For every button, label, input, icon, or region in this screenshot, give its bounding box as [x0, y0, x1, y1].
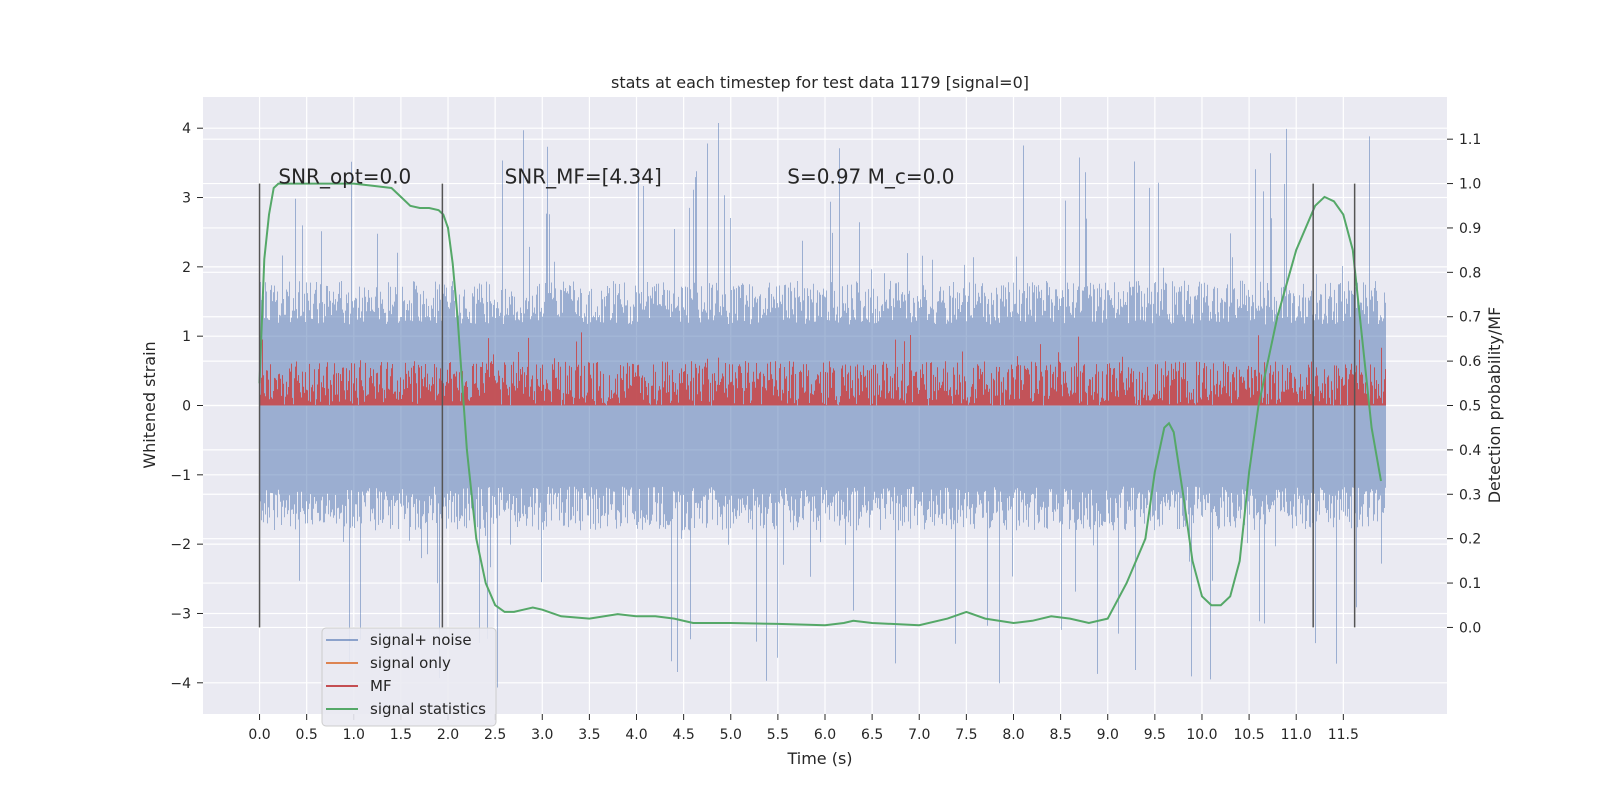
annotations: SNR_opt=0.0 SNR_MF=[4.34] S=0.97 M_c=0.0 — [278, 165, 954, 189]
y-tick-label-left: 0 — [182, 399, 191, 415]
x-tick-label: 8.5 — [1049, 727, 1071, 743]
y-tick-label-left: −1 — [170, 468, 191, 484]
y-tick-label-right: 0.5 — [1459, 399, 1481, 415]
y-tick-label-right: 1.1 — [1459, 132, 1481, 148]
x-tick-label: 11.5 — [1328, 727, 1359, 743]
series-line — [258, 182, 1382, 627]
x-tick-label: 0.0 — [248, 727, 270, 743]
legend-box — [321, 627, 497, 727]
y-tick-label-right: 0.9 — [1459, 221, 1481, 237]
y-tick-label-left: 1 — [182, 329, 191, 345]
x-tick-label: 7.5 — [955, 727, 977, 743]
y-tick-label-right: 0.6 — [1459, 354, 1481, 370]
x-tick-label: 4.0 — [625, 727, 647, 743]
x-tick-label: 6.0 — [814, 727, 836, 743]
y-tick-label-left: −2 — [170, 537, 191, 553]
y-tick-label-right: 1.0 — [1459, 177, 1481, 193]
y-tick-label-right: 0.1 — [1459, 576, 1481, 592]
y-axis-label-right: Detection probability/MF — [1485, 307, 1504, 504]
vertical-markers — [258, 183, 1356, 628]
x-tick-label: 2.0 — [437, 727, 459, 743]
y-tick-label-right: 0.3 — [1459, 487, 1481, 503]
x-tick-label: 7.0 — [908, 727, 930, 743]
x-tick-label: 2.5 — [484, 727, 506, 743]
annotation-2: S=0.97 M_c=0.0 — [787, 165, 954, 189]
y-tick-label-left: −4 — [170, 676, 191, 692]
y-tick-label-left: 4 — [182, 121, 191, 137]
x-tick-label: 5.5 — [767, 727, 789, 743]
annotation-1: SNR_MF=[4.34] — [505, 165, 662, 189]
chart-title: stats at each timestep for test data 117… — [611, 73, 1029, 92]
y-tick-label-left: −3 — [170, 606, 191, 622]
y-tick-label-left: 3 — [182, 191, 191, 207]
x-tick-label: 5.0 — [720, 727, 742, 743]
series-signal-statistics — [258, 182, 1382, 627]
annotation-0: SNR_opt=0.0 — [278, 165, 411, 189]
x-tick-label: 3.0 — [531, 727, 553, 743]
legend-label: MF — [370, 677, 392, 695]
y-tick-label-right: 0.2 — [1459, 532, 1481, 548]
x-tick-label: 3.5 — [578, 727, 600, 743]
x-tick-label: 4.5 — [673, 727, 695, 743]
x-tick-label: 1.0 — [343, 727, 365, 743]
y-tick-label-right: 0.4 — [1459, 443, 1481, 459]
y-tick-label-left: 2 — [182, 260, 191, 276]
y-tick-label-right: 0.0 — [1459, 620, 1481, 636]
x-tick-label: 1.5 — [390, 727, 412, 743]
axes: 0.0 0.5 1.0 1.5 2.0 2.5 3.0 3.5 4.0 4.5 5.0 5.5 6.0 6… — [170, 121, 1481, 743]
y-tick-label-right: 0.7 — [1459, 310, 1481, 326]
x-tick-label: 0.5 — [296, 727, 318, 743]
legend-label: signal statistics — [370, 700, 486, 718]
legend-label: signal+ noise — [370, 631, 472, 649]
x-tick-label: 6.5 — [861, 727, 883, 743]
y-tick-label-right: 0.8 — [1459, 265, 1481, 281]
y-axis-label-left: Whitened strain — [140, 341, 159, 468]
x-tick-label: 11.0 — [1281, 727, 1312, 743]
x-tick-label: 10.0 — [1186, 727, 1217, 743]
legend-label: signal only — [370, 654, 451, 672]
x-axis-label: Time (s) — [786, 749, 852, 768]
x-tick-label: 9.5 — [1144, 727, 1166, 743]
x-tick-label: 10.5 — [1234, 727, 1265, 743]
legend: signal+ noise signal only MF signal statist… — [321, 627, 497, 727]
x-tick-label: 8.0 — [1002, 727, 1024, 743]
x-tick-label: 9.0 — [1097, 727, 1119, 743]
